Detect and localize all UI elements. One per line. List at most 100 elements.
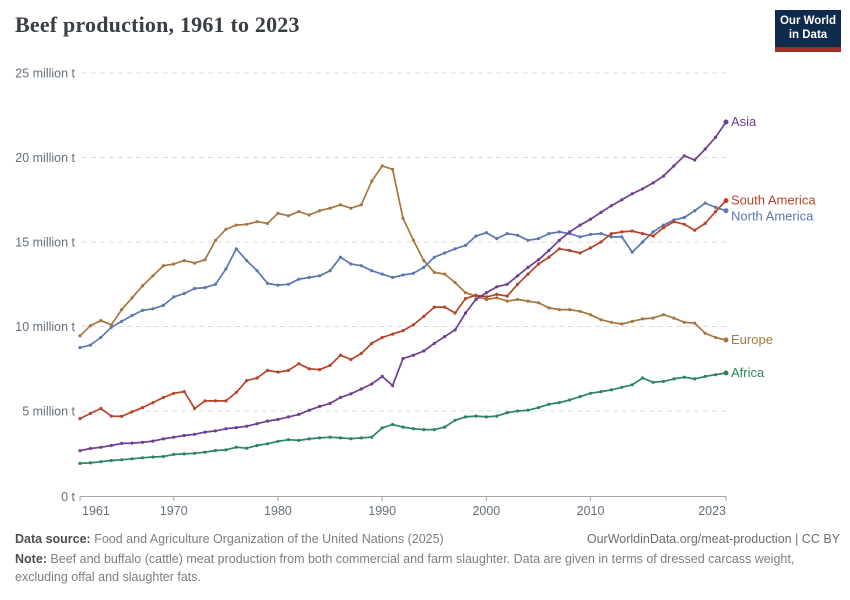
series-point-asia xyxy=(672,164,676,168)
series-point-africa xyxy=(161,454,165,459)
series-point-europe xyxy=(714,335,718,340)
y-tick-label-25: 25 million t xyxy=(15,67,75,81)
series-point-north-america xyxy=(245,259,249,263)
series-point-north-america xyxy=(693,209,697,213)
series-point-africa xyxy=(609,388,614,392)
series-point-asia xyxy=(140,440,145,444)
series-point-europe xyxy=(557,308,561,312)
series-point-north-america xyxy=(505,232,509,236)
series-point-north-america xyxy=(651,230,655,234)
owid-citation-link[interactable]: OurWorldinData.org/meat-production | CC … xyxy=(586,532,840,546)
series-line-europe[interactable] xyxy=(79,165,727,341)
series-point-south-america xyxy=(609,232,614,236)
series-point-europe xyxy=(338,203,343,207)
series-point-europe xyxy=(140,284,145,288)
series-line-africa[interactable] xyxy=(79,372,727,465)
series-point-africa xyxy=(557,401,561,405)
series-point-asia xyxy=(463,311,468,315)
series-point-europe xyxy=(307,213,311,217)
series-point-africa xyxy=(234,445,238,449)
y-tick-label-20: 20 million t xyxy=(15,151,75,165)
series-point-europe xyxy=(255,220,259,224)
series-point-asia xyxy=(130,441,134,445)
series-end-marker-africa xyxy=(723,370,729,376)
series-point-europe xyxy=(182,259,186,263)
series-end-label-asia[interactable]: Asia xyxy=(731,114,757,129)
series-point-asia xyxy=(453,328,457,332)
series-point-europe xyxy=(599,318,603,322)
series-point-south-america xyxy=(651,234,655,238)
series-point-europe xyxy=(380,164,384,168)
series-point-africa xyxy=(391,422,395,427)
series-point-africa xyxy=(255,443,259,448)
series-point-south-america xyxy=(109,414,113,418)
series-point-asia xyxy=(245,424,249,428)
series-point-asia xyxy=(526,265,530,269)
series-point-south-america xyxy=(432,305,436,309)
series-point-asia xyxy=(432,341,436,345)
series-end-label-europe[interactable]: Europe xyxy=(731,332,773,347)
series-point-south-america xyxy=(213,399,218,403)
series-point-asia xyxy=(286,415,290,419)
series-point-africa xyxy=(359,436,363,440)
series-point-north-america xyxy=(484,231,488,235)
series-point-north-america xyxy=(422,265,426,269)
series-point-asia xyxy=(338,395,343,400)
series-point-south-america xyxy=(380,335,384,340)
series-point-north-america xyxy=(224,267,228,271)
series-line-asia[interactable] xyxy=(79,121,727,452)
owid-logo[interactable]: Our World in Data xyxy=(775,10,841,52)
series-point-europe xyxy=(130,296,134,300)
series-point-africa xyxy=(463,415,468,419)
series-point-north-america xyxy=(172,295,176,299)
series-point-africa xyxy=(599,390,603,394)
series-point-asia xyxy=(557,238,561,242)
series-point-north-america xyxy=(318,274,322,278)
series-point-asia xyxy=(495,285,499,289)
series-point-asia xyxy=(536,258,541,262)
series-end-label-south-america[interactable]: South America xyxy=(731,193,816,208)
series-point-africa xyxy=(182,452,186,456)
data-source-label: Data source: xyxy=(15,532,91,546)
series-end-label-north-america[interactable]: North America xyxy=(731,209,814,224)
series-point-south-america xyxy=(599,240,603,244)
series-point-africa xyxy=(505,411,509,415)
series-point-south-america xyxy=(693,228,697,232)
series-point-europe xyxy=(568,308,572,312)
series-point-europe xyxy=(318,209,322,213)
series-point-africa xyxy=(380,426,384,430)
series-point-south-america xyxy=(641,232,645,236)
series-point-south-america xyxy=(714,210,718,214)
series-point-north-america xyxy=(391,275,395,280)
series-point-north-america xyxy=(474,234,478,238)
series-point-south-america xyxy=(474,293,478,297)
series-end-label-africa[interactable]: Africa xyxy=(731,365,765,380)
series-point-europe xyxy=(245,222,249,226)
series-point-south-america xyxy=(526,272,530,276)
series-point-north-america xyxy=(140,308,145,312)
series-point-asia xyxy=(391,384,395,388)
series-point-north-america xyxy=(88,343,92,347)
series-point-africa xyxy=(224,448,228,452)
series-point-asia xyxy=(78,449,82,453)
series-point-south-america xyxy=(411,323,415,327)
series-point-south-america xyxy=(495,292,499,296)
series-point-africa xyxy=(78,461,82,465)
series-end-marker-north-america xyxy=(723,208,729,214)
series-point-africa xyxy=(661,379,666,383)
series-point-north-america xyxy=(495,237,499,241)
series-point-south-america xyxy=(234,390,238,394)
chart-header: Beef production, 1961 to 2023 xyxy=(15,12,760,38)
series-point-south-america xyxy=(78,417,82,421)
series-point-south-america xyxy=(463,297,468,301)
series-point-europe xyxy=(443,272,447,276)
x-tick-label-2000: 2000 xyxy=(472,504,500,518)
series-point-south-america xyxy=(245,379,249,383)
series-point-asia xyxy=(401,357,405,361)
series-point-asia xyxy=(682,154,686,158)
series-point-south-america xyxy=(422,314,426,318)
y-tick-label-5: 5 million t xyxy=(22,405,75,419)
series-point-asia xyxy=(661,174,666,178)
